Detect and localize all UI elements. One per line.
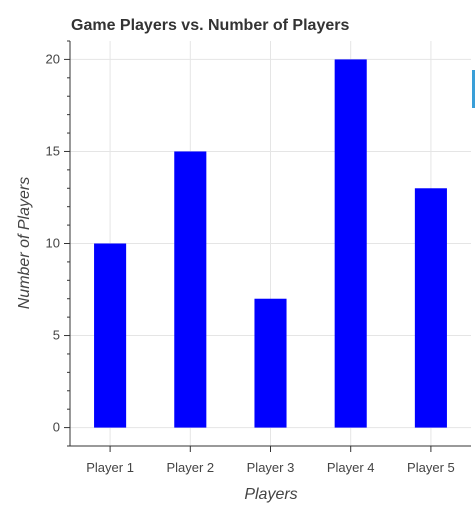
bar-1 bbox=[94, 243, 127, 428]
tick-labels: 0 5 10 15 20 Player 1 Player 2 Player 3 Player 4… bbox=[46, 51, 455, 475]
bar-4 bbox=[334, 59, 367, 428]
x-tick-label: Player 2 bbox=[166, 460, 214, 475]
y-tick-label: 0 bbox=[53, 420, 60, 435]
y-tick-label: 20 bbox=[46, 51, 60, 66]
toolbar-edge-indicator[interactable] bbox=[472, 70, 475, 108]
y-axis-label: Number of Players bbox=[16, 177, 33, 310]
chart-title: Game Players vs. Number of Players bbox=[71, 17, 349, 34]
y-tick-label: 15 bbox=[46, 143, 60, 158]
x-tick-label: Player 4 bbox=[327, 460, 375, 475]
bars bbox=[94, 59, 447, 428]
y-tick-label: 5 bbox=[53, 328, 60, 343]
axes bbox=[64, 40, 471, 452]
x-tick-label: Player 5 bbox=[407, 460, 455, 475]
x-axis-label: Players bbox=[244, 486, 297, 503]
bar-5 bbox=[414, 188, 447, 428]
bar-3 bbox=[254, 298, 287, 428]
bar-2 bbox=[174, 151, 207, 428]
y-tick-label: 10 bbox=[46, 236, 60, 251]
x-tick-label: Player 3 bbox=[247, 460, 295, 475]
x-tick-label: Player 1 bbox=[86, 460, 134, 475]
